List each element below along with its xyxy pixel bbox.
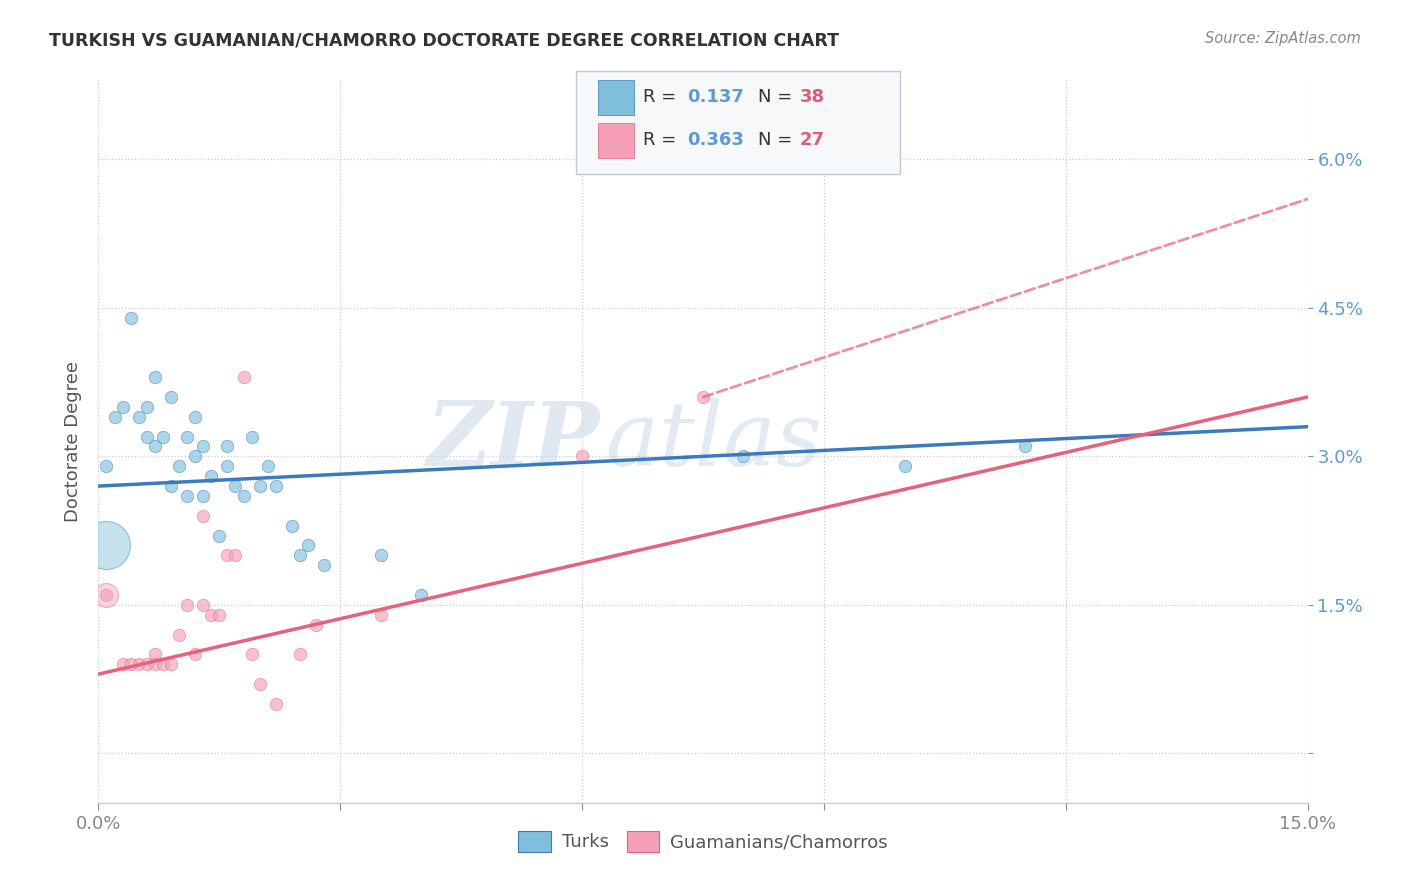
Text: R =: R = — [643, 131, 682, 149]
Point — [224, 549, 246, 563]
Point — [176, 598, 198, 612]
Point — [1014, 440, 1036, 454]
Point — [96, 588, 118, 602]
Point — [305, 617, 328, 632]
Point — [152, 657, 174, 672]
Point — [240, 648, 263, 662]
Point — [176, 429, 198, 443]
Point — [893, 459, 915, 474]
Text: atlas: atlas — [606, 398, 823, 485]
Text: Source: ZipAtlas.com: Source: ZipAtlas.com — [1205, 31, 1361, 46]
Point — [96, 459, 118, 474]
Point — [208, 528, 231, 542]
Point — [96, 539, 118, 553]
Text: 38: 38 — [800, 88, 825, 106]
Text: N =: N = — [758, 131, 797, 149]
Point — [409, 588, 432, 602]
Point — [256, 459, 278, 474]
Point — [135, 657, 157, 672]
Point — [193, 508, 215, 523]
Point — [193, 598, 215, 612]
Point — [184, 450, 207, 464]
Point — [370, 549, 392, 563]
Point — [176, 489, 198, 503]
Text: 0.363: 0.363 — [688, 131, 744, 149]
Legend: Turks, Guamanians/Chamorros: Turks, Guamanians/Chamorros — [512, 823, 894, 859]
Point — [152, 429, 174, 443]
Point — [232, 370, 254, 384]
Point — [281, 518, 304, 533]
Point — [217, 549, 239, 563]
Point — [264, 479, 287, 493]
Point — [264, 697, 287, 711]
Point — [240, 429, 263, 443]
Point — [96, 588, 118, 602]
Point — [143, 440, 166, 454]
Point — [160, 390, 183, 404]
Point — [120, 657, 142, 672]
Point — [224, 479, 246, 493]
Y-axis label: Doctorate Degree: Doctorate Degree — [63, 361, 82, 522]
Point — [128, 409, 150, 424]
Point — [143, 370, 166, 384]
Point — [217, 440, 239, 454]
Point — [135, 400, 157, 414]
Point — [232, 489, 254, 503]
Point — [571, 450, 593, 464]
Text: R =: R = — [643, 88, 682, 106]
Point — [200, 469, 222, 483]
Point — [111, 657, 134, 672]
Point — [193, 440, 215, 454]
Point — [733, 450, 755, 464]
Point — [200, 607, 222, 622]
Point — [103, 409, 125, 424]
Point — [160, 657, 183, 672]
Point — [314, 558, 336, 573]
Point — [120, 310, 142, 325]
Point — [249, 677, 271, 691]
Point — [288, 648, 311, 662]
Text: ZIP: ZIP — [427, 399, 600, 484]
Point — [160, 479, 183, 493]
Point — [184, 409, 207, 424]
Point — [128, 657, 150, 672]
Point — [111, 400, 134, 414]
Point — [692, 390, 714, 404]
Point — [217, 459, 239, 474]
Point — [167, 627, 190, 641]
Point — [135, 429, 157, 443]
Point — [143, 648, 166, 662]
Text: TURKISH VS GUAMANIAN/CHAMORRO DOCTORATE DEGREE CORRELATION CHART: TURKISH VS GUAMANIAN/CHAMORRO DOCTORATE … — [49, 31, 839, 49]
Point — [297, 539, 319, 553]
Point — [167, 459, 190, 474]
Point — [370, 607, 392, 622]
Point — [249, 479, 271, 493]
Point — [193, 489, 215, 503]
Text: N =: N = — [758, 88, 797, 106]
Text: 0.137: 0.137 — [688, 88, 744, 106]
Point — [184, 648, 207, 662]
Text: 27: 27 — [800, 131, 825, 149]
Point — [143, 657, 166, 672]
Point — [288, 549, 311, 563]
Point — [208, 607, 231, 622]
